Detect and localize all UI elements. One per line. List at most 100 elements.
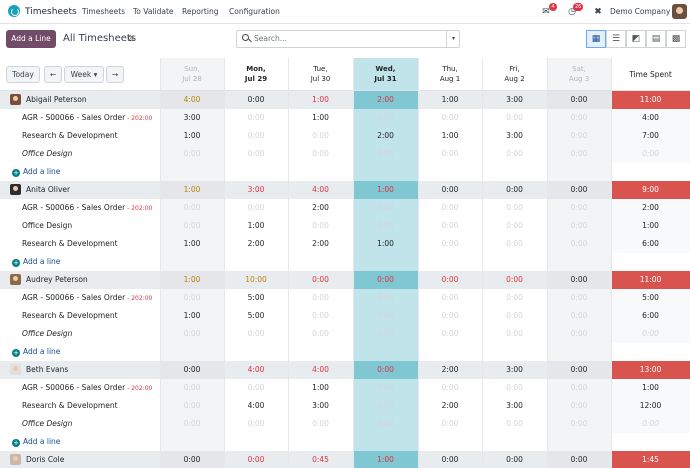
add-a-line-link[interactable]: + Add a line: [12, 343, 60, 361]
hours-cell[interactable]: 0:00: [506, 239, 523, 248]
search-options-toggle[interactable]: ▾: [446, 30, 460, 48]
hours-cell[interactable]: 0:00: [353, 379, 418, 397]
hours-cell[interactable]: 0:00: [160, 325, 224, 343]
kanban-view-icon[interactable]: ◩: [626, 30, 646, 48]
hours-cell[interactable]: 0:00: [353, 415, 418, 433]
debug-tools-icon[interactable]: ✖: [594, 7, 602, 17]
hours-cell[interactable]: 0:00: [441, 383, 459, 392]
hours-cell[interactable]: 0:00: [160, 217, 224, 235]
hours-cell[interactable]: 0:00: [506, 149, 523, 158]
previous-arrow-icon[interactable]: ←: [44, 66, 62, 83]
user-avatar[interactable]: [672, 4, 687, 19]
hours-cell[interactable]: 0:00: [353, 307, 418, 325]
hours-cell[interactable]: 0:00: [247, 113, 265, 122]
hours-cell[interactable]: 0:00: [160, 415, 224, 433]
hours-cell[interactable]: 0:00: [353, 325, 418, 343]
hours-cell[interactable]: 1:00: [247, 221, 265, 230]
hours-cell[interactable]: 0:00: [547, 217, 611, 235]
hours-cell[interactable]: 0:00: [353, 289, 418, 307]
hours-cell[interactable]: 0:00: [506, 293, 523, 302]
hours-cell[interactable]: 1:00: [160, 235, 224, 253]
hours-cell[interactable]: 1:00: [160, 307, 224, 325]
hours-cell[interactable]: 5:00: [247, 311, 265, 320]
gear-icon[interactable]: ⚙: [127, 34, 135, 43]
menu-configuration[interactable]: Configuration: [229, 7, 280, 16]
list-view-icon[interactable]: ☰: [606, 30, 626, 48]
hours-cell[interactable]: 1:00: [160, 127, 224, 145]
hours-cell[interactable]: 0:00: [247, 131, 265, 140]
hours-cell[interactable]: 0:00: [160, 397, 224, 415]
hours-cell[interactable]: 1:00: [312, 383, 329, 392]
hours-cell[interactable]: 0:00: [353, 217, 418, 235]
next-arrow-icon[interactable]: →: [106, 66, 124, 83]
hours-cell[interactable]: 0:00: [353, 109, 418, 127]
hours-cell[interactable]: 2:00: [353, 127, 418, 145]
hours-cell[interactable]: 0:00: [506, 113, 523, 122]
hours-cell[interactable]: 0:00: [353, 397, 418, 415]
search-bar[interactable]: [236, 30, 460, 48]
hours-cell[interactable]: 1:00: [441, 131, 459, 140]
menu-reporting[interactable]: Reporting: [182, 7, 219, 16]
hours-cell[interactable]: 2:00: [247, 239, 265, 248]
hours-cell[interactable]: 4:00: [247, 401, 265, 410]
hours-cell[interactable]: 0:00: [547, 145, 611, 163]
hours-cell[interactable]: 2:00: [312, 203, 329, 212]
hours-cell[interactable]: 0:00: [547, 109, 611, 127]
hours-cell[interactable]: 0:00: [506, 329, 523, 338]
hours-cell[interactable]: 0:00: [547, 199, 611, 217]
hours-cell[interactable]: 0:00: [312, 419, 329, 428]
grid-view-icon[interactable]: ▦: [586, 30, 606, 48]
hours-cell[interactable]: 0:00: [547, 325, 611, 343]
add-a-line-link[interactable]: + Add a line: [12, 433, 60, 451]
add-a-line-button[interactable]: Add a Line: [6, 30, 56, 48]
hours-cell[interactable]: 0:00: [441, 293, 459, 302]
hours-cell[interactable]: 3:00: [312, 401, 329, 410]
hours-cell[interactable]: 0:00: [547, 307, 611, 325]
hours-cell[interactable]: 0:00: [160, 289, 224, 307]
hours-cell[interactable]: 0:00: [247, 149, 265, 158]
hours-cell[interactable]: 0:00: [247, 419, 265, 428]
hours-cell[interactable]: 0:00: [547, 235, 611, 253]
hours-cell[interactable]: 0:00: [160, 199, 224, 217]
period-selector[interactable]: Week ▾: [64, 66, 104, 83]
company-switcher[interactable]: Demo Company: [610, 7, 671, 16]
today-button[interactable]: Today: [6, 66, 40, 83]
hours-cell[interactable]: 0:00: [506, 221, 523, 230]
hours-cell[interactable]: 0:00: [353, 145, 418, 163]
hours-cell[interactable]: 0:00: [506, 311, 523, 320]
hours-cell[interactable]: 0:00: [353, 199, 418, 217]
hours-cell[interactable]: 5:00: [247, 293, 265, 302]
messages-icon[interactable]: ✉: [542, 7, 550, 17]
menu-timesheets[interactable]: Timesheets: [82, 7, 126, 16]
hours-cell[interactable]: 0:00: [312, 329, 329, 338]
hours-cell[interactable]: 0:00: [441, 203, 459, 212]
hours-cell[interactable]: 3:00: [506, 131, 523, 140]
hours-cell[interactable]: 0:00: [506, 419, 523, 428]
hours-cell[interactable]: 2:00: [312, 239, 329, 248]
hours-cell[interactable]: 0:00: [506, 383, 523, 392]
hours-cell[interactable]: 0:00: [441, 311, 459, 320]
hours-cell[interactable]: 1:00: [353, 235, 418, 253]
hours-cell[interactable]: 0:00: [547, 289, 611, 307]
activities-icon[interactable]: ◷: [568, 7, 576, 17]
hours-cell[interactable]: 0:00: [441, 329, 459, 338]
hours-cell[interactable]: 0:00: [547, 397, 611, 415]
hours-cell[interactable]: 3:00: [506, 401, 523, 410]
hours-cell[interactable]: 0:00: [441, 239, 459, 248]
hours-cell[interactable]: 0:00: [441, 149, 459, 158]
hours-cell[interactable]: 0:00: [312, 131, 329, 140]
hours-cell[interactable]: 0:00: [312, 293, 329, 302]
hours-cell[interactable]: 0:00: [441, 221, 459, 230]
menu-to-validate[interactable]: To Validate: [133, 7, 174, 16]
hours-cell[interactable]: 0:00: [547, 127, 611, 145]
app-name[interactable]: Timesheets: [25, 7, 77, 17]
hours-cell[interactable]: 0:00: [160, 379, 224, 397]
hours-cell[interactable]: 0:00: [441, 113, 459, 122]
hours-cell[interactable]: 0:00: [247, 203, 265, 212]
hours-cell[interactable]: 0:00: [160, 145, 224, 163]
hours-cell[interactable]: 0:00: [547, 379, 611, 397]
hours-cell[interactable]: 0:00: [312, 149, 329, 158]
hours-cell[interactable]: 0:00: [312, 221, 329, 230]
hours-cell[interactable]: 0:00: [506, 203, 523, 212]
hours-cell[interactable]: 0:00: [247, 329, 265, 338]
